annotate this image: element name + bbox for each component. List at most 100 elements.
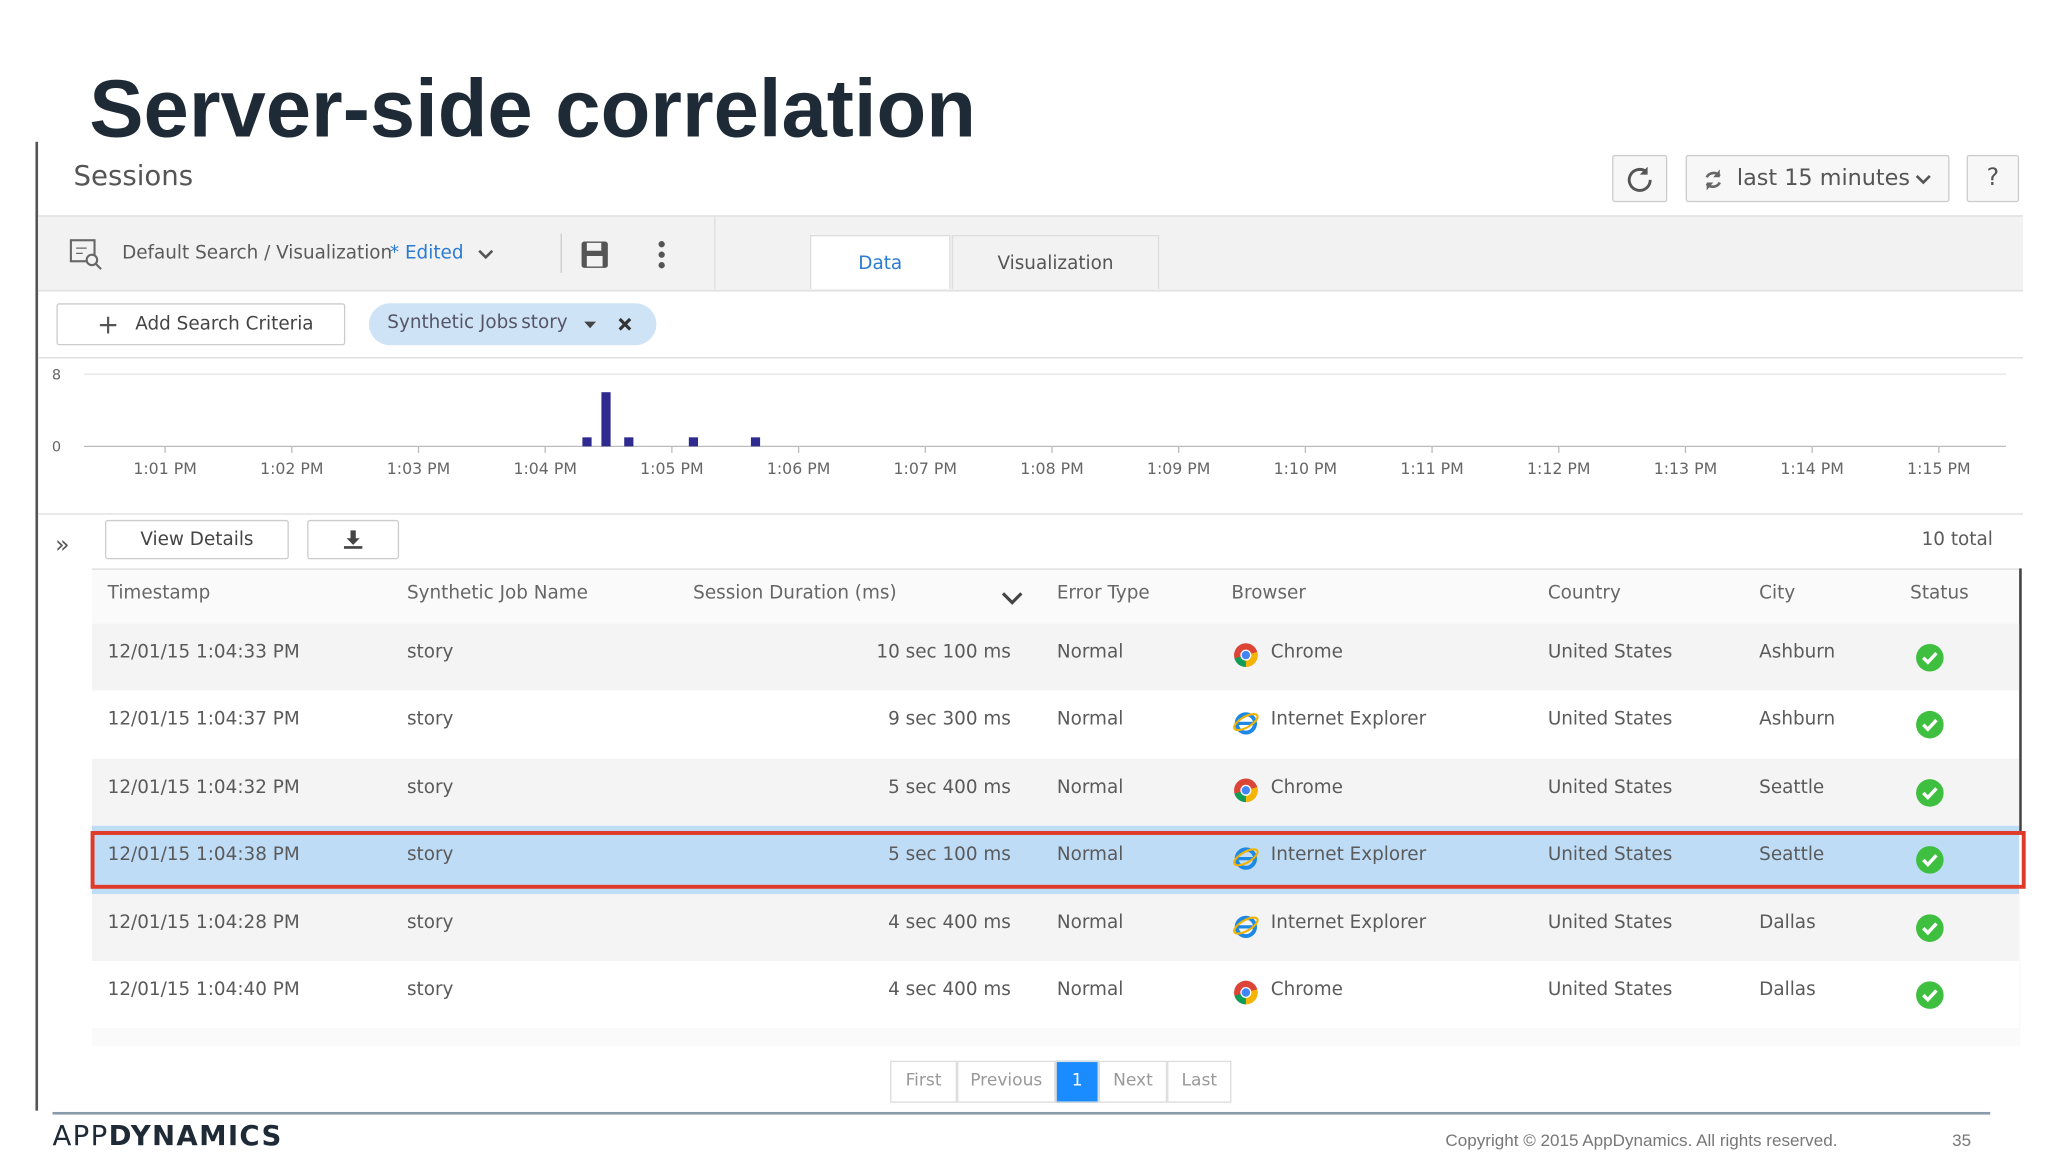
browser-icon	[1233, 709, 1259, 736]
x-tick-label: 1:13 PM	[1654, 459, 1717, 478]
bar	[582, 437, 592, 447]
copyright: Copyright © 2015 AppDynamics. All rights…	[1445, 1130, 1838, 1151]
download-icon	[343, 530, 363, 549]
column-header[interactable]: Error Type	[1056, 582, 1150, 604]
tab[interactable]: Visualization	[951, 234, 1160, 289]
table-row[interactable]	[91, 826, 2020, 894]
cell: Dallas	[1759, 911, 1816, 933]
page-button[interactable]: Next	[1098, 1060, 1168, 1103]
browser-icon	[1233, 777, 1259, 803]
time-range: last 15 minutes	[1736, 165, 1911, 192]
cell: Normal	[1056, 709, 1124, 731]
view-details-button[interactable]: View Details	[105, 519, 289, 560]
cell: 12/01/15 1:04:32 PM	[107, 776, 300, 798]
cell: Chrome	[1270, 641, 1343, 663]
status-icon	[1915, 711, 1944, 740]
cell: Dallas	[1759, 979, 1816, 1001]
cell: Chrome	[1270, 979, 1343, 1001]
cell: Ashburn	[1759, 709, 1836, 731]
status-icon	[1915, 981, 1944, 1010]
cell: United States	[1547, 641, 1673, 663]
add-criteria-label: Add Search Criteria	[135, 313, 314, 335]
cell: Normal	[1056, 979, 1124, 1001]
cell: Internet Explorer	[1270, 709, 1427, 731]
help-button[interactable]: ?	[1966, 154, 2020, 203]
column-header[interactable]: Status	[1910, 582, 1969, 604]
table-row[interactable]	[91, 691, 2020, 759]
browser-icon	[1233, 844, 1259, 870]
cell: story	[406, 709, 454, 731]
cell: Normal	[1056, 844, 1124, 866]
cell: 12/01/15 1:04:33 PM	[107, 641, 300, 663]
page-button[interactable]: First	[890, 1060, 958, 1103]
table-row[interactable]	[91, 758, 2020, 827]
cell: United States	[1547, 709, 1673, 731]
divider	[560, 233, 562, 274]
cell: Normal	[1056, 776, 1124, 798]
cell: 10 sec 100 ms	[876, 641, 1011, 663]
refresh-button[interactable]	[1612, 154, 1668, 203]
timeline-panel	[38, 357, 2024, 515]
filter-pill[interactable]: Synthetic Jobs story	[368, 303, 657, 346]
x-tick-label: 1:11 PM	[1400, 459, 1463, 478]
column-header[interactable]: Timestamp	[107, 582, 211, 604]
tab[interactable]: Data	[810, 234, 951, 289]
x-tick-label: 1:01 PM	[133, 459, 196, 478]
page-button[interactable]: Previous	[957, 1060, 1056, 1103]
edited-flag: * Edited	[389, 242, 464, 264]
page-button[interactable]: Last	[1167, 1060, 1232, 1103]
bar	[624, 437, 634, 447]
cell: 5 sec 400 ms	[888, 776, 1011, 798]
selection-outline	[90, 831, 2026, 889]
cell: Seattle	[1759, 844, 1825, 866]
cell: story	[406, 979, 454, 1001]
plus-icon: +	[97, 308, 120, 341]
browser-icon	[1233, 912, 1259, 938]
cell: story	[406, 776, 454, 798]
filter-controls	[584, 317, 632, 331]
search-icon	[69, 239, 102, 270]
column-header[interactable]: Browser	[1231, 582, 1306, 604]
table-row[interactable]	[91, 960, 2020, 1029]
column-header[interactable]: City	[1759, 582, 1796, 604]
bar	[688, 437, 699, 447]
timeline-chart: 0 8 1:01 PM 1:02 PM 1:03 PM 1:04 PM 1:05 PM 1:0…	[52, 367, 2006, 478]
cell: Internet Explorer	[1270, 911, 1427, 933]
y-tick-label: 8	[52, 367, 61, 383]
cell: 4 sec 400 ms	[888, 979, 1011, 1001]
browser-icon	[1233, 979, 1259, 1005]
table-row[interactable]	[91, 623, 2020, 692]
column-header[interactable]: Session Duration (ms)	[693, 582, 897, 604]
download-button[interactable]	[307, 519, 400, 560]
cell: Internet Explorer	[1270, 844, 1427, 866]
save-icon[interactable]	[579, 239, 611, 271]
cell: Normal	[1056, 911, 1124, 933]
x-tick-label: 1:03 PM	[387, 459, 450, 478]
page-button[interactable]: 1	[1055, 1060, 1099, 1103]
cell: 12/01/15 1:04:40 PM	[107, 979, 300, 1001]
scrollbar	[2019, 568, 2022, 832]
expand-icon[interactable]: »	[55, 531, 70, 560]
status-icon	[1915, 778, 1944, 807]
x-tick-label: 1:02 PM	[260, 459, 323, 478]
cell: Seattle	[1759, 776, 1825, 798]
panel-title: Sessions	[73, 160, 194, 192]
cell: Normal	[1056, 641, 1124, 663]
cell: United States	[1547, 844, 1673, 866]
add-criteria-button[interactable]: + Add Search Criteria	[56, 303, 346, 346]
status-icon	[1915, 846, 1944, 875]
time-range-button[interactable]: last 15 minutes	[1685, 154, 1950, 203]
x-tick-label: 1:06 PM	[767, 459, 830, 478]
divider	[714, 216, 716, 289]
more-icon[interactable]	[651, 239, 672, 271]
x-tick-label: 1:05 PM	[640, 459, 703, 478]
search-chevron[interactable]	[475, 244, 496, 265]
table-row[interactable]	[91, 893, 2020, 961]
chevron	[1915, 174, 1931, 185]
x-tick-label: 1:08 PM	[1020, 459, 1083, 478]
column-header[interactable]: Country	[1547, 582, 1621, 604]
refresh-icon	[1627, 166, 1652, 192]
page-number: 35	[1952, 1130, 1972, 1151]
search-name[interactable]: Default Search / Visualization	[122, 242, 393, 264]
column-header[interactable]: Synthetic Job Name	[406, 582, 589, 604]
